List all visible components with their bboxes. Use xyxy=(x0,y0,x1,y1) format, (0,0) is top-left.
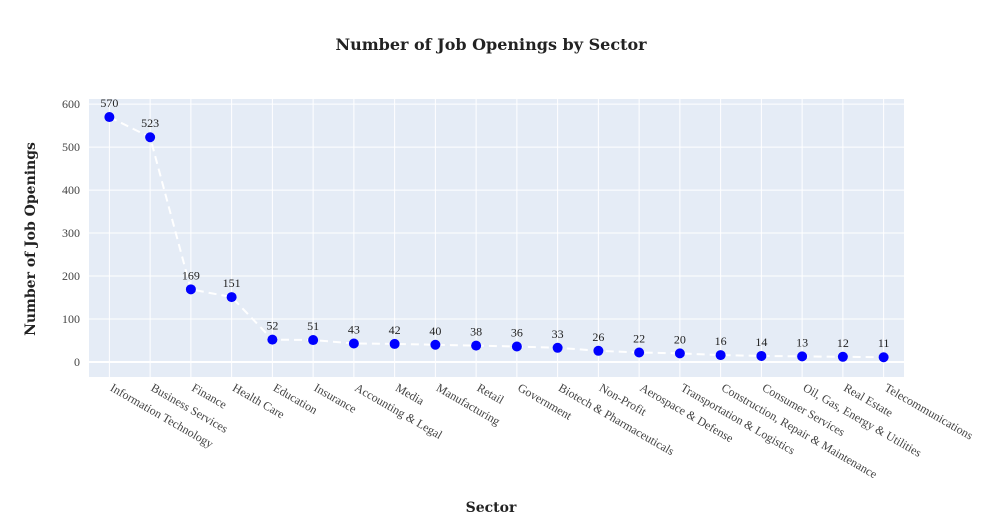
data-point xyxy=(837,351,848,362)
data-point xyxy=(674,348,685,359)
data-point xyxy=(593,345,604,356)
data-label: 43 xyxy=(348,322,360,336)
data-label: 570 xyxy=(100,96,118,110)
data-label: 16 xyxy=(715,334,727,348)
data-point xyxy=(511,341,522,352)
y-tick-label: 100 xyxy=(62,312,80,326)
data-label: 151 xyxy=(223,276,241,290)
data-point xyxy=(226,292,237,303)
gridlines xyxy=(89,99,904,377)
data-point xyxy=(756,350,767,361)
y-axis-ticks: 0 100 200 300 400 500 600 xyxy=(62,97,80,369)
data-label: 22 xyxy=(633,332,645,346)
data-point xyxy=(878,352,889,363)
data-point xyxy=(267,334,278,345)
data-point xyxy=(471,340,482,351)
data-label: 26 xyxy=(592,330,604,344)
x-tick-label: Insurance xyxy=(312,380,359,415)
data-point xyxy=(797,351,808,362)
data-label: 523 xyxy=(141,116,159,130)
data-labels: 570 523 169 151 52 51 43 42 40 38 36 33 26 22 20 16 14 13… xyxy=(100,96,889,350)
data-point xyxy=(552,342,563,353)
data-label: 11 xyxy=(878,336,890,350)
data-label: 42 xyxy=(389,323,401,337)
data-label: 169 xyxy=(182,268,200,282)
series-line xyxy=(108,116,884,359)
y-tick-label: 300 xyxy=(62,226,80,240)
data-point xyxy=(715,350,726,361)
data-point xyxy=(308,335,319,346)
data-label: 51 xyxy=(307,319,319,333)
data-label: 36 xyxy=(511,325,523,339)
y-tick-label: 600 xyxy=(62,97,80,111)
data-point xyxy=(634,347,645,358)
y-tick-label: 500 xyxy=(62,140,80,154)
data-point xyxy=(185,284,196,295)
data-point xyxy=(348,338,359,349)
data-label: 14 xyxy=(755,335,767,349)
data-point xyxy=(104,112,115,123)
y-tick-label: 200 xyxy=(62,269,80,283)
data-label: 52 xyxy=(266,319,278,333)
plot-area xyxy=(89,99,904,377)
data-point xyxy=(145,132,156,143)
y-tick-label: 400 xyxy=(62,183,80,197)
data-label: 20 xyxy=(674,332,686,346)
data-label: 13 xyxy=(796,335,808,349)
y-tick-label: 0 xyxy=(74,355,80,369)
data-markers xyxy=(104,112,889,363)
data-point xyxy=(389,338,400,349)
x-axis-title: Sector xyxy=(466,500,517,516)
y-axis-title: Number of Job Openings xyxy=(23,142,39,336)
chart-title: Number of Job Openings by Sector xyxy=(335,35,647,54)
data-point xyxy=(430,339,441,350)
data-label: 40 xyxy=(429,324,441,338)
data-label: 33 xyxy=(552,327,564,341)
data-label: 38 xyxy=(470,325,482,339)
data-label: 12 xyxy=(837,336,849,350)
